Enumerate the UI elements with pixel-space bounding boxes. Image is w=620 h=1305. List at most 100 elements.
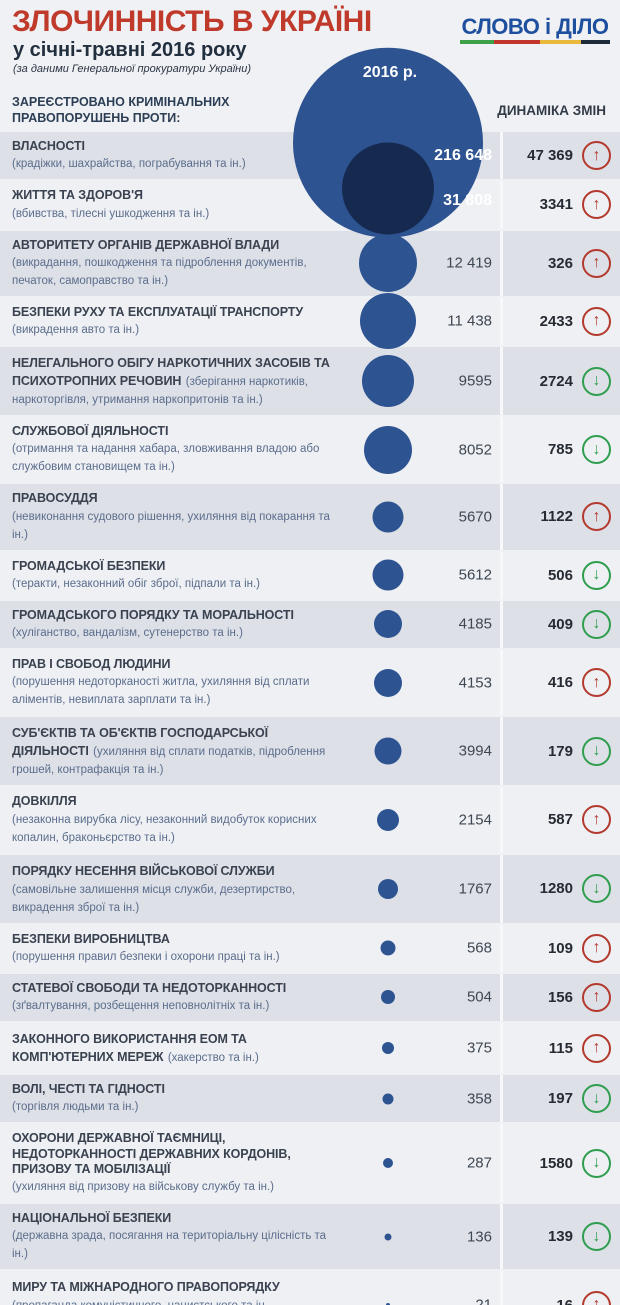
page-subtitle: у січні-травні 2016 року [13, 38, 247, 61]
row-count: 504 [466, 988, 492, 1006]
table-row: СТАТЕВОЇ СВОБОДИ ТА НЕДОТОРКАННОСТІ (зґв… [0, 973, 620, 1022]
row-title: БЕЗПЕКИ РУХУ ТА ЕКСПЛУАТАЦІЇ ТРАНСПОРТУ [12, 304, 304, 319]
value-bubble [381, 990, 395, 1005]
row-dynamics: 416 ↑ [503, 650, 620, 715]
row-title: ЗАКОННОГО ВИКОРИСТАННЯ ЕОМ ТА КОМП'ЮТЕРН… [12, 1032, 247, 1064]
change-value: 47 369 [527, 147, 573, 165]
change-value: 115 [548, 1039, 573, 1057]
table-row: ПРАВОСУДДЯ (невиконання судового рішення… [0, 484, 620, 550]
value-bubble [384, 1233, 392, 1241]
row-count: 12 419 [446, 254, 492, 272]
row-dynamics: 2724 ↓ [503, 347, 620, 415]
logo-bar-red [493, 40, 541, 44]
row-title: ПОРЯДКУ НЕСЕННЯ ВІЙСЬКОВОЇ СЛУЖБИ [12, 863, 275, 878]
slovo-i-dilo-logo: СЛОВО і ДІЛО [460, 16, 610, 44]
row-description: (ухиляння від призову на військову служб… [12, 1181, 275, 1193]
row-count: 136 [466, 1228, 492, 1246]
row-text: СТАТЕВОЇ СВОБОДИ ТА НЕДОТОРКАННОСТІ (зґв… [12, 981, 330, 1014]
table-row: НАЦІОНАЛЬНОЇ БЕЗПЕКИ (державна зрада, по… [0, 1204, 620, 1270]
bubble-year-label: 2016 р. [362, 64, 418, 81]
change-value: 587 [547, 811, 573, 829]
row-text: НАЦІОНАЛЬНОЇ БЕЗПЕКИ (державна зрада, по… [12, 1211, 330, 1262]
row-title: ВЛАСНОСТІ [12, 139, 85, 153]
row-description: (порушення недоторканості житла, ухилянн… [12, 676, 310, 707]
row-title: ОХОРОНИ ДЕРЖАВНОЇ ТАЄМНИЦІ, НЕДОТОРКАННО… [12, 1131, 291, 1176]
row-count: 4153 [458, 674, 492, 692]
table-row: ГРОМАДСЬКОЇ БЕЗПЕКИ (теракти, незаконний… [0, 551, 620, 600]
row-description: (незаконна вирубка лісу, незаконний видо… [12, 813, 317, 844]
change-value: 3341 [539, 196, 573, 214]
up-arrow-icon: ↑ [582, 982, 611, 1012]
row-description: (хуліганство, вандалізм, сутенерство та … [12, 627, 243, 639]
change-value: 1122 [540, 508, 573, 526]
row-title: БЕЗПЕКИ ВИРОБНИЦТВА [12, 931, 170, 946]
row-title: ДОВКІЛЛЯ [12, 794, 77, 809]
table-row: СЛУЖБОВОЇ ДІЯЛЬНОСТІ (отримання та надан… [0, 417, 620, 483]
row-description: (пропаганда комуністичного, нацистського… [12, 1300, 268, 1305]
row-description: (крадіжки, шахрайства, пограбування та і… [12, 158, 246, 171]
up-arrow-icon: ↑ [582, 668, 611, 698]
row-description: (ухиляння від сплати податків, підроблен… [12, 746, 326, 777]
page-title: ЗЛОЧИННІСТЬ В УКРАЇНІ [12, 5, 372, 38]
row-description: (отримання та надання хабара, зловживанн… [12, 443, 320, 474]
down-arrow-icon: ↓ [582, 609, 611, 639]
row-count: 4185 [458, 615, 492, 633]
table-row: ЖИТТЯ ТА ЗДОРОВ'Я (вбивства, тілесні ушк… [0, 142, 620, 235]
down-arrow-icon: ↓ [582, 1222, 611, 1252]
row-count: 11 438 [447, 312, 492, 330]
row-description: (викрадання, пошкодження та підроблення … [12, 256, 307, 287]
change-value: 2724 [539, 372, 573, 390]
row-dynamics: 179 ↓ [503, 717, 620, 785]
up-arrow-icon: ↑ [582, 933, 611, 963]
down-arrow-icon: ↓ [582, 1148, 611, 1178]
row-title: ВОЛІ, ЧЕСТІ ТА ГІДНОСТІ [12, 1082, 165, 1096]
row-dynamics: 16 ↑ [503, 1271, 620, 1305]
table-row: ПРАВ І СВОБОД ЛЮДИНИ (порушення недоторк… [0, 650, 620, 716]
change-value: 139 [547, 1228, 573, 1246]
table-row: АВТОРИТЕТУ ОРГАНІВ ДЕРЖАВНОЇ ВЛАДИ (викр… [0, 230, 620, 297]
change-value: 416 [547, 674, 573, 692]
change-value: 1580 [539, 1154, 573, 1172]
value-bubble [378, 878, 398, 899]
table-row: ДОВКІЛЛЯ (незаконна вирубка лісу, незако… [0, 787, 620, 853]
change-value: 1280 [539, 880, 573, 897]
row-description: (зґвалтування, розбещення неповнолітніх … [12, 1000, 270, 1012]
value-bubble [372, 501, 404, 533]
row-title: СУБ'ЄКТІВ ТА ОБ'ЄКТІВ ГОСПОДАРСЬКОЇ ДІЯЛ… [12, 726, 268, 759]
up-arrow-icon: ↑ [582, 190, 611, 220]
value-bubble [386, 1303, 390, 1305]
row-text: СУБ'ЄКТІВ ТА ОБ'ЄКТІВ ГОСПОДАРСЬКОЇ ДІЯЛ… [12, 724, 330, 778]
logo-color-bar [460, 40, 610, 44]
row-text: ЗАКОННОГО ВИКОРИСТАННЯ ЕОМ ТА КОМП'ЮТЕРН… [12, 1030, 330, 1066]
row-text: ПОРЯДКУ НЕСЕННЯ ВІЙСЬКОВОЇ СЛУЖБИ (самов… [12, 862, 330, 916]
row-text: БЕЗПЕКИ ВИРОБНИЦТВА (порушення правил бе… [12, 932, 330, 965]
change-value: 16 [556, 1297, 573, 1305]
table-row: ПОРЯДКУ НЕСЕННЯ ВІЙСЬКОВОЇ СЛУЖБИ (самов… [0, 854, 620, 923]
logo-text: СЛОВО і ДІЛО [461, 14, 609, 39]
row-text: ДОВКІЛЛЯ (незаконна вирубка лісу, незако… [12, 794, 330, 845]
row-dynamics: 1580 ↓ [503, 1124, 620, 1202]
row-text: ОХОРОНИ ДЕРЖАВНОЇ ТАЄМНИЦІ, НЕДОТОРКАННО… [12, 1131, 330, 1195]
row-text: ГРОМАДСЬКОГО ПОРЯДКУ ТА МОРАЛЬНОСТІ (хул… [12, 608, 330, 641]
up-arrow-icon: ↑ [582, 306, 611, 336]
row-dynamics: 3341 ↑ [503, 181, 620, 228]
crime-rows: 2016 р. ВЛАСНОСТІ (крадіжки, шахрайства,… [0, 47, 620, 1305]
row-title: ГРОМАДСЬКОГО ПОРЯДКУ ТА МОРАЛЬНОСТІ [12, 607, 294, 622]
row-description: (порушення правил безпеки і охорони прац… [12, 950, 280, 963]
row-count: 216 648 [434, 146, 492, 164]
table-row: 2016 р. ВЛАСНОСТІ (крадіжки, шахрайства,… [0, 47, 620, 238]
change-value: 409 [547, 615, 573, 633]
value-bubble [362, 355, 414, 407]
row-dynamics: 2433 ↑ [503, 298, 620, 345]
change-value: 785 [547, 441, 573, 459]
up-arrow-icon: ↑ [582, 141, 611, 171]
row-title: АВТОРИТЕТУ ОРГАНІВ ДЕРЖАВНОЇ ВЛАДИ [12, 237, 280, 252]
row-dynamics: 47 369 ↑ [503, 132, 620, 179]
row-text: ПРАВ І СВОБОД ЛЮДИНИ (порушення недоторк… [12, 657, 330, 708]
row-description: (теракти, незаконний обіг зброї, підпали… [12, 577, 260, 590]
row-dynamics: 1122 ↑ [503, 484, 620, 549]
down-arrow-icon: ↓ [582, 560, 611, 590]
table-row: НЕЛЕГАЛЬНОГО ОБІГУ НАРКОТИЧНИХ ЗАСОБІВ Т… [0, 347, 620, 415]
table-row: МИРУ ТА МІЖНАРОДНОГО ПРАВОПОРЯДКУ (пропа… [0, 1271, 620, 1305]
change-value: 109 [547, 939, 573, 957]
